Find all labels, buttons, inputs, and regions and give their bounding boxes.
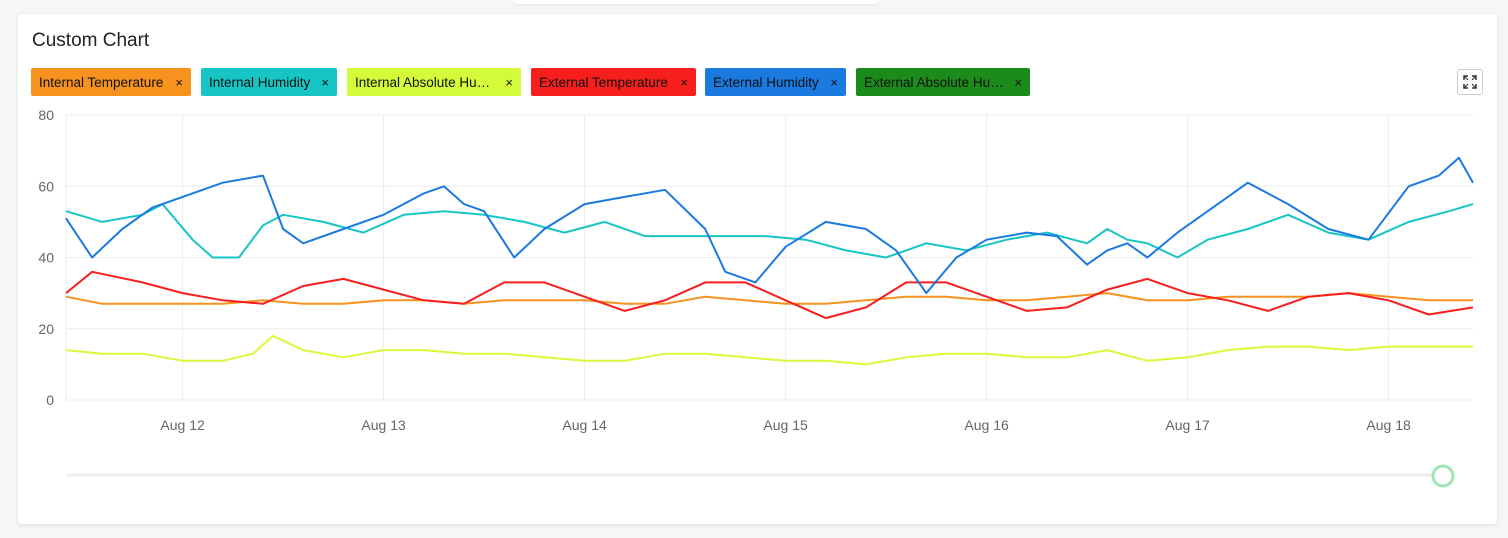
series-lines	[65, 156, 1474, 366]
close-icon[interactable]: ×	[1014, 74, 1022, 90]
chip-external-temperature[interactable]: External Temperature ×	[531, 68, 696, 96]
series-line-external-humidity	[65, 156, 1474, 295]
close-icon[interactable]: ×	[505, 74, 513, 90]
y-tick-label: 60	[38, 178, 54, 194]
close-icon[interactable]: ×	[830, 74, 838, 90]
series-line-external-temperature	[65, 270, 1474, 320]
y-tick-label: 0	[46, 392, 54, 408]
series-line-internal-temperature	[65, 292, 1473, 305]
x-tick-label: Aug 14	[562, 417, 607, 433]
x-tick-label: Aug 15	[763, 417, 808, 433]
chip-internal-humidity[interactable]: Internal Humidity ×	[201, 68, 337, 96]
slider-handle[interactable]	[1431, 464, 1455, 488]
close-icon[interactable]: ×	[321, 74, 329, 90]
line-chart: 0 20 40 60 80 Aug 12 Aug 13 Aug 14 Aug 15 Aug 16…	[38, 107, 1474, 488]
chip-external-humidity[interactable]: External Humidity ×	[705, 68, 846, 96]
range-slider[interactable]	[66, 464, 1455, 488]
x-tick-label: Aug 12	[160, 417, 205, 433]
x-axis-labels: Aug 12 Aug 13 Aug 14 Aug 15 Aug 16 Aug 17 Aug …	[160, 417, 1411, 433]
y-tick-label: 20	[38, 321, 54, 337]
expand-button[interactable]	[1457, 69, 1483, 95]
x-tick-label: Aug 13	[361, 417, 406, 433]
custom-chart-card: Custom Chart Internal Temperature × Inte…	[18, 14, 1497, 524]
x-tick-label: Aug 17	[1165, 417, 1210, 433]
close-icon[interactable]: ×	[175, 74, 183, 90]
grid-lines	[65, 114, 1473, 401]
chip-internal-temperature[interactable]: Internal Temperature ×	[31, 68, 191, 96]
series-line-internal-humidity	[65, 203, 1474, 259]
top-tab-edge	[514, 0, 878, 4]
close-icon[interactable]: ×	[680, 74, 688, 90]
x-tick-label: Aug 18	[1366, 417, 1411, 433]
expand-icon	[1463, 75, 1477, 89]
series-line-internal-absolute-humidity	[65, 334, 1473, 366]
y-tick-label: 40	[38, 250, 54, 266]
x-tick-label: Aug 16	[964, 417, 1009, 433]
y-tick-label: 80	[38, 107, 54, 123]
chip-internal-absolute-humidity[interactable]: Internal Absolute Humidity ×	[347, 68, 521, 96]
card-title: Custom Chart	[32, 30, 150, 51]
y-axis-labels: 0 20 40 60 80	[38, 107, 54, 408]
chip-external-absolute-humidity[interactable]: External Absolute Humidity ×	[856, 68, 1030, 96]
